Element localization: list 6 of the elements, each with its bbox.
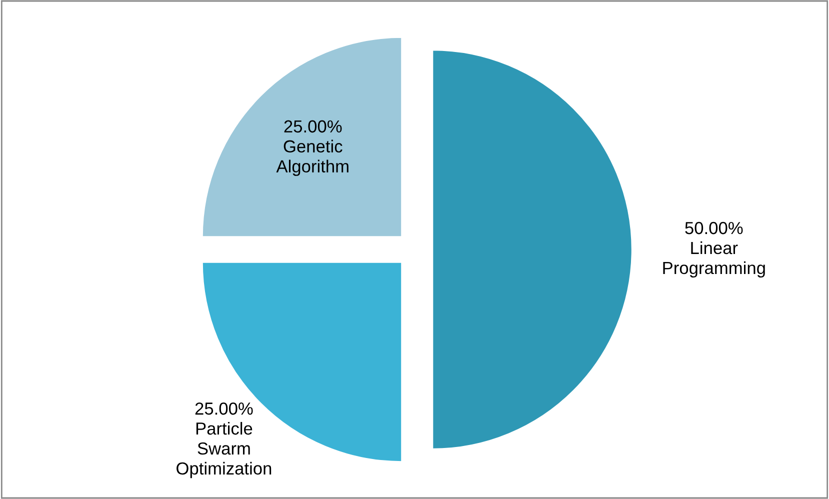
data-label: 25.00% [284, 120, 342, 133]
slice-label: Particle Swarm Optimization [176, 422, 272, 478]
slice-label: Linear Programming [663, 241, 765, 278]
data-label: 50.00% [685, 222, 743, 234]
data-label: 25.00% [195, 402, 253, 415]
slice-label: Genetic Algorithm [276, 140, 348, 176]
